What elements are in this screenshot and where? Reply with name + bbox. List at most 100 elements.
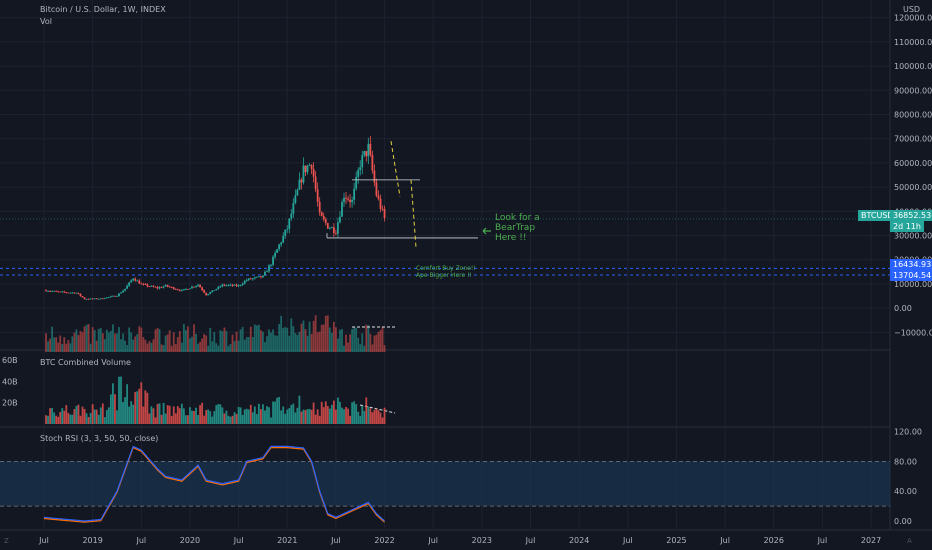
combined-volume-bar — [116, 410, 118, 424]
x-tick-label: Jul — [622, 536, 633, 545]
volume-bar — [140, 327, 143, 352]
volume-bar — [209, 327, 212, 352]
combined-volume-bar — [182, 408, 185, 424]
combined-volume-bar — [229, 416, 232, 424]
combined-volume-bar — [215, 405, 218, 424]
candle-body — [280, 242, 283, 245]
y-tick-label: 90000.00 — [894, 86, 932, 95]
combined-volume-bar — [207, 409, 210, 424]
combined-volume-bar — [99, 407, 102, 424]
volume-bar — [253, 324, 256, 352]
combined-volume-bar — [337, 397, 339, 424]
combined-volume-bar — [237, 406, 240, 424]
volume-bar — [328, 327, 331, 352]
candle-body — [251, 278, 254, 280]
combined-volume-bar — [170, 415, 173, 424]
x-tick-label: 2025 — [666, 536, 686, 545]
y-tick-label: 10000.00 — [894, 280, 932, 289]
volume-bar — [221, 331, 224, 352]
volume-bar — [189, 338, 191, 352]
combined-volume-bar — [128, 406, 131, 424]
volume-bar — [57, 342, 60, 352]
candle-body — [247, 278, 250, 280]
volume-bar — [83, 326, 86, 352]
volume-bar — [349, 334, 351, 352]
volume-bar — [203, 334, 206, 352]
combined-volume-bar — [257, 403, 260, 424]
candle-body — [158, 287, 161, 289]
volume-bar — [89, 343, 92, 352]
x-tick-label: 2019 — [82, 536, 102, 545]
volume-bar — [217, 345, 220, 352]
volume-bar — [330, 332, 333, 352]
volume-bar — [251, 337, 254, 352]
combined-volume-bar — [233, 412, 236, 424]
x-tick-label: Jul — [135, 536, 146, 545]
candle-body — [97, 298, 100, 300]
candle-body — [174, 289, 177, 290]
combined-volume-bar — [47, 415, 49, 424]
combined-volume-bar — [51, 408, 54, 424]
candle-body — [81, 296, 84, 298]
volume-bar — [116, 333, 118, 352]
combined-volume-bar — [91, 404, 94, 424]
candle-body — [59, 291, 62, 293]
candle-body — [138, 280, 141, 284]
candle-body — [335, 232, 337, 234]
combined-volume-bar — [231, 415, 234, 424]
candle-body — [207, 294, 210, 296]
combined-volume-bar — [146, 392, 149, 424]
combined-volume-bar — [339, 401, 341, 424]
auto-scale-marker: A — [907, 537, 912, 545]
volume-bar — [191, 336, 193, 352]
combined-volume-bar — [247, 409, 250, 424]
volume-bar — [182, 324, 185, 352]
volume-bar — [126, 344, 129, 352]
volume-bar — [239, 329, 242, 352]
volume-bar — [93, 330, 96, 352]
combined-volume-bar — [322, 407, 325, 424]
combined-volume-bar — [302, 409, 305, 424]
volume-bar — [339, 329, 341, 352]
x-tick-label: Jul — [38, 536, 49, 545]
candle-body — [257, 276, 260, 278]
volume-bar — [316, 332, 319, 352]
volume-bar — [144, 339, 147, 352]
candle-body — [215, 288, 218, 291]
volume-bar — [288, 335, 291, 352]
volume-bar — [270, 332, 272, 352]
volume-bar — [87, 324, 90, 352]
combined-volume-bar — [219, 404, 222, 424]
candle-body — [276, 249, 279, 253]
volume-bar — [353, 327, 356, 352]
volume-bar — [343, 345, 345, 352]
candle-body — [79, 293, 82, 297]
comfort-zone-annotation: Comfort Buy Zone!! — [416, 265, 476, 272]
combined-volume-bar — [203, 415, 206, 424]
candle-body — [300, 179, 303, 183]
rsi-y-tick: 120.00 — [894, 427, 922, 436]
combined-volume-bar — [213, 411, 216, 424]
combined-volume-bar — [282, 406, 285, 424]
candle-body — [47, 291, 49, 292]
currency-label[interactable]: USD — [903, 5, 921, 14]
candle-body — [292, 203, 295, 214]
volume-bar — [128, 327, 131, 352]
candle-body — [152, 285, 155, 287]
combined-volume-bar — [225, 410, 228, 424]
volume-bar — [355, 327, 358, 352]
volume-bar — [243, 339, 246, 352]
candle-body — [259, 276, 262, 278]
horizontal-levels — [0, 218, 890, 276]
candle-body — [369, 143, 372, 155]
y-tick-label: 80000.00 — [894, 110, 932, 119]
volume-bar — [148, 341, 151, 352]
x-tick-label: Jul — [817, 536, 828, 545]
candles — [45, 135, 386, 300]
x-tick-label: Jul — [525, 536, 536, 545]
volume-bar — [122, 333, 124, 352]
combined-volume-bar — [193, 410, 195, 424]
candle-body — [105, 297, 108, 299]
combined-volume-bar — [97, 414, 100, 424]
